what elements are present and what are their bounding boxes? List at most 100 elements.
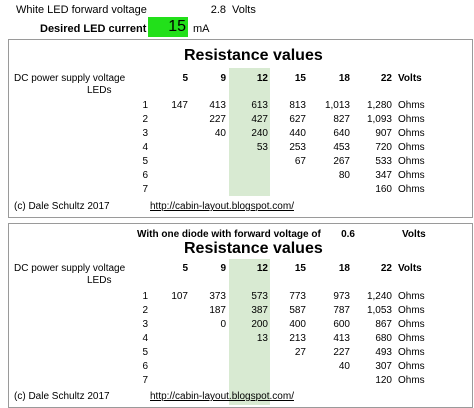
resistance-cell: 40	[214, 128, 226, 139]
voltage-header-label: DC power supply voltage	[14, 263, 126, 274]
led-count: 7	[142, 184, 148, 195]
resistance-cell: 253	[289, 142, 306, 153]
resistance-cell: 787	[333, 305, 350, 316]
resistance-cell: 973	[333, 291, 350, 302]
voltage-header: 18	[338, 73, 350, 84]
resistance-cell: 1,280	[366, 100, 392, 111]
resistance-cell: 720	[375, 142, 392, 153]
resistance-cell: 773	[289, 291, 306, 302]
resistance-cell: 187	[209, 305, 226, 316]
ohms-unit: Ohms	[398, 319, 425, 330]
resistance-cell: 373	[209, 291, 226, 302]
resistance-cell: 80	[338, 170, 350, 181]
resistance-cell: 627	[289, 114, 306, 125]
ohms-unit: Ohms	[398, 333, 425, 344]
table2-link[interactable]: http://cabin-layout.blogspot.com/	[150, 391, 294, 402]
table1-highlight-column	[229, 68, 270, 196]
resistance-cell: 240	[251, 128, 268, 139]
ohms-unit: Ohms	[398, 128, 425, 139]
voltage-header: 12	[256, 73, 268, 84]
voltage-header: 15	[294, 263, 306, 274]
diode-label: With one diode with forward voltage of	[137, 229, 321, 240]
resistance-cell: 213	[289, 333, 306, 344]
table2-title: Resistance values	[184, 240, 323, 257]
resistance-cell: 307	[375, 361, 392, 372]
resistance-cell: 40	[338, 361, 350, 372]
ohms-unit: Ohms	[398, 114, 425, 125]
led-count: 2	[142, 114, 148, 125]
led-count: 7	[142, 375, 148, 386]
resistance-cell: 267	[333, 156, 350, 167]
resistance-cell: 13	[256, 333, 268, 344]
resistance-cell: 413	[209, 100, 226, 111]
resistance-cell: 453	[333, 142, 350, 153]
resistance-cell: 1,053	[366, 305, 392, 316]
voltage-header: 9	[220, 263, 226, 274]
resistance-cell: 0	[220, 319, 226, 330]
led-count: 6	[142, 170, 148, 181]
resistance-cell: 67	[294, 156, 306, 167]
led-count: 4	[142, 142, 148, 153]
voltage-header-label: DC power supply voltage	[14, 73, 126, 84]
white-led-unit: Volts	[232, 4, 256, 16]
current-box[interactable]	[148, 17, 188, 37]
ohms-unit: Ohms	[398, 142, 425, 153]
resistance-cell: 493	[375, 347, 392, 358]
table1-credit: (c) Dale Schultz 2017	[14, 201, 110, 212]
resistance-cell: 867	[375, 319, 392, 330]
resistance-cell: 600	[333, 319, 350, 330]
resistance-cell: 147	[171, 100, 188, 111]
resistance-cell: 387	[251, 305, 268, 316]
voltage-header: 5	[182, 263, 188, 274]
volts-header: Volts	[398, 73, 422, 84]
white-led-value[interactable]: 2.8	[210, 4, 226, 16]
led-count: 3	[142, 128, 148, 139]
resistance-cell: 400	[289, 319, 306, 330]
table1-frame	[8, 39, 473, 218]
voltage-header: 18	[338, 263, 350, 274]
voltage-header: 5	[182, 73, 188, 84]
resistance-cell: 227	[333, 347, 350, 358]
diode-value[interactable]: 0.6	[341, 229, 355, 240]
ohms-unit: Ohms	[398, 170, 425, 181]
resistance-cell: 440	[289, 128, 306, 139]
led-count: 3	[142, 319, 148, 330]
ohms-unit: Ohms	[398, 291, 425, 302]
led-count: 5	[142, 156, 148, 167]
voltage-header: 15	[294, 73, 306, 84]
ohms-unit: Ohms	[398, 100, 425, 111]
voltage-header: 9	[220, 73, 226, 84]
resistance-cell: 200	[251, 319, 268, 330]
voltage-header: 22	[380, 73, 392, 84]
ohms-unit: Ohms	[398, 184, 425, 195]
resistance-cell: 227	[209, 114, 226, 125]
resistance-cell: 27	[294, 347, 306, 358]
resistance-cell: 107	[171, 291, 188, 302]
voltage-header: 12	[256, 263, 268, 274]
resistance-cell: 613	[251, 100, 268, 111]
ohms-unit: Ohms	[398, 361, 425, 372]
voltage-header: 22	[380, 263, 392, 274]
resistance-cell: 413	[333, 333, 350, 344]
resistance-cell: 587	[289, 305, 306, 316]
ohms-unit: Ohms	[398, 305, 425, 316]
resistance-cell: 120	[375, 375, 392, 386]
current-label: Desired LED current	[40, 23, 147, 35]
led-count: 6	[142, 361, 148, 372]
resistance-cell: 347	[375, 170, 392, 181]
ohms-unit: Ohms	[398, 347, 425, 358]
leds-header-label: LEDs	[87, 275, 112, 286]
resistance-cell: 827	[333, 114, 350, 125]
led-count: 1	[142, 100, 148, 111]
table2-credit: (c) Dale Schultz 2017	[14, 391, 110, 402]
resistance-cell: 427	[251, 114, 268, 125]
resistance-cell: 680	[375, 333, 392, 344]
table2-highlight-column	[229, 259, 270, 405]
ohms-unit: Ohms	[398, 156, 425, 167]
resistance-cell: 53	[256, 142, 268, 153]
white-led-label: White LED forward voltage	[16, 4, 147, 16]
volts-header: Volts	[398, 263, 422, 274]
current-value[interactable]: 15	[168, 18, 186, 35]
table1-link[interactable]: http://cabin-layout.blogspot.com/	[150, 201, 294, 212]
resistance-cell: 640	[333, 128, 350, 139]
